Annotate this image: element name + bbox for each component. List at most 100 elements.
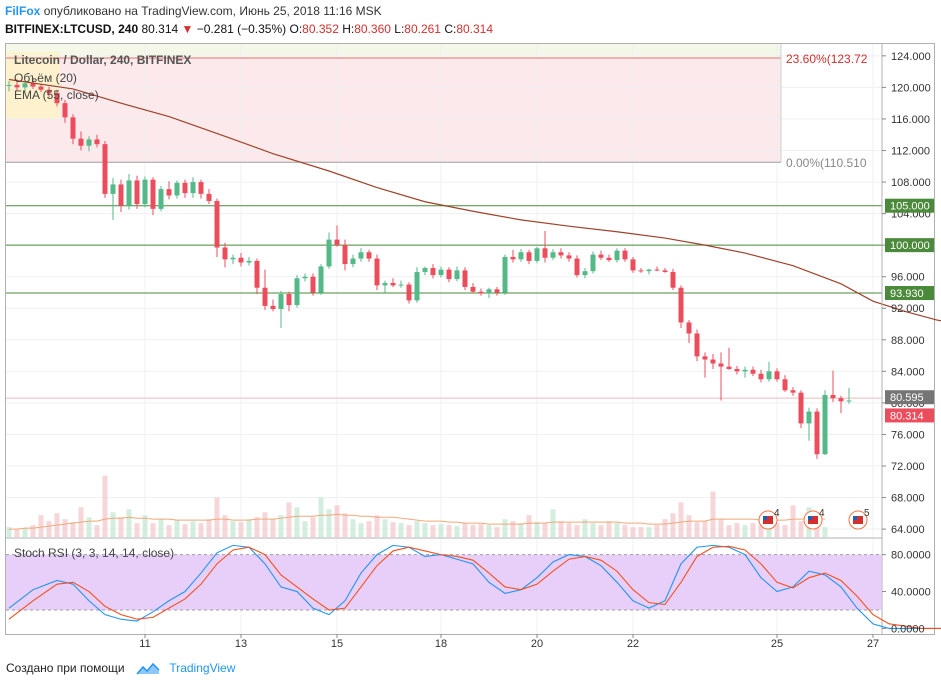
- flag-stripe: [853, 516, 863, 524]
- volume-bar: [582, 519, 588, 537]
- volume-legend[interactable]: Объём (20): [14, 71, 77, 85]
- volume-bar: [526, 515, 532, 537]
- volume-bar: [110, 512, 116, 537]
- candle-body: [566, 255, 572, 259]
- volume-bar: [326, 509, 332, 537]
- volume-bar: [718, 519, 724, 537]
- candle-body: [174, 182, 180, 196]
- candle-body: [774, 371, 780, 380]
- candle-body: [734, 368, 740, 372]
- price-axis-label: 112.000: [891, 145, 930, 157]
- flag-canton: [763, 516, 767, 520]
- candle-body: [678, 287, 684, 323]
- last-price: 80.314: [141, 22, 179, 36]
- volume-bar: [462, 523, 468, 537]
- candle-body: [494, 289, 500, 293]
- volume-bar: [198, 523, 204, 537]
- candle-body: [46, 89, 52, 93]
- candle-body: [782, 379, 788, 391]
- candle-body: [630, 259, 636, 271]
- candle-body: [14, 85, 20, 88]
- candle-body: [150, 179, 156, 209]
- chart-title: Litecoin / Dollar, 240, BITFINEX: [14, 53, 192, 67]
- stoch-legend[interactable]: Stoch RSI (3, 3, 14, 14, close): [14, 546, 175, 560]
- price-axis-label: 116.000: [891, 114, 930, 126]
- candle-body: [502, 256, 508, 293]
- candle-body: [134, 180, 140, 205]
- volume-bar: [294, 507, 300, 537]
- ema-legend[interactable]: EMA (55, close): [14, 88, 99, 102]
- candle-body: [558, 252, 564, 256]
- candle-body: [838, 398, 844, 402]
- time-axis-label: 22: [627, 638, 639, 650]
- candle-body: [638, 270, 644, 272]
- candle-body: [726, 366, 732, 369]
- candle-body: [814, 411, 820, 455]
- candle-body: [694, 333, 700, 357]
- volume-bar: [230, 521, 236, 537]
- price-axis-label: 92.000: [891, 303, 925, 315]
- low-label: L:: [394, 22, 405, 36]
- volume-bar: [678, 502, 684, 537]
- candle-body: [166, 189, 172, 196]
- volume-bar: [822, 527, 828, 537]
- volume-bar: [662, 519, 668, 537]
- tradingview-link[interactable]: TradingView: [169, 661, 236, 675]
- volume-bar: [798, 521, 804, 537]
- candle-body: [22, 83, 28, 88]
- volume-bar: [758, 525, 764, 537]
- volume-bar: [366, 521, 372, 537]
- candle-body: [286, 294, 292, 306]
- candle-body: [606, 257, 612, 261]
- tradingview-logo-icon: [136, 662, 160, 675]
- level-price-label: 100.000: [890, 240, 930, 252]
- volume-bar: [14, 529, 20, 537]
- volume-bar: [214, 497, 220, 537]
- volume-bar: [166, 525, 172, 537]
- candle-body: [270, 305, 276, 310]
- candle-body: [78, 138, 84, 146]
- author-link[interactable]: FilFox: [5, 4, 41, 18]
- candle-body: [470, 286, 476, 292]
- fib-label: 23.60%(123.72: [786, 52, 868, 66]
- candle-body: [822, 395, 828, 455]
- volume-bar: [390, 522, 396, 537]
- volume-bar: [470, 525, 476, 537]
- volume-bar: [174, 520, 180, 537]
- volume-bar: [358, 523, 364, 537]
- volume-bar: [270, 519, 276, 537]
- stoch-d-line: [8, 545, 941, 630]
- price-axis-label: 108.000: [891, 177, 931, 189]
- volume-bar: [262, 512, 268, 537]
- candle-body: [358, 252, 364, 259]
- event-count: 5: [864, 508, 870, 519]
- volume-bar: [46, 521, 52, 537]
- volume-bar: [502, 519, 508, 537]
- volume-bar: [686, 515, 692, 537]
- level-price-label: 105.000: [890, 201, 930, 213]
- symbol-line: BITFINEX:LTCUSD, 240 80.314 ▼ −0.281 (−0…: [5, 22, 493, 36]
- candle-body: [574, 258, 580, 276]
- flag-canton: [853, 516, 857, 520]
- made-with-text: Создано при помощи: [6, 661, 125, 675]
- price-change: −0.281 (−0.35%): [196, 22, 287, 36]
- last-price-badge: [885, 408, 934, 423]
- volume-bar: [30, 525, 36, 537]
- candle-body: [542, 248, 548, 258]
- candle-body: [654, 269, 660, 271]
- chart-frame: [5, 43, 935, 635]
- volume-bar: [86, 517, 92, 537]
- candle-body: [798, 392, 804, 424]
- event-count: 4: [819, 508, 825, 519]
- volume-bar: [134, 523, 140, 537]
- candle-body: [342, 245, 348, 265]
- candle-body: [246, 260, 252, 263]
- volume-bar: [246, 519, 252, 537]
- volume-bar: [334, 505, 340, 537]
- price-axis-label: 124.000: [891, 51, 931, 63]
- volume-bar: [486, 525, 492, 537]
- open-label: O:: [289, 22, 303, 36]
- volume-bar: [38, 515, 44, 537]
- candle-body: [182, 182, 188, 194]
